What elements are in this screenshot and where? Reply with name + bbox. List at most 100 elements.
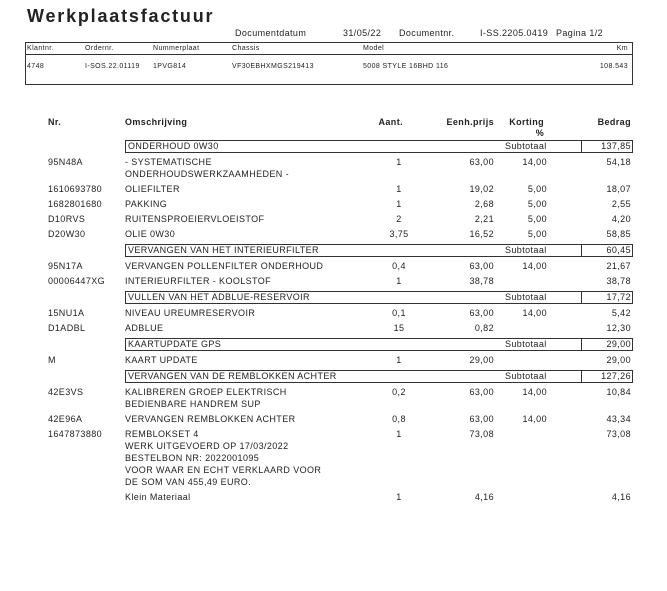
item-price: 63,00	[469, 261, 494, 271]
subtotal-label: Subtotaal	[505, 292, 547, 302]
item-description: INTERIEURFILTER - KOOLSTOF	[125, 276, 272, 286]
info-value: 4748	[27, 63, 45, 70]
info-value: VF30EBHXMGS219413	[232, 63, 314, 70]
subtotal: 17,72	[606, 292, 631, 302]
group-title: KAARTUPDATE GPS	[128, 339, 222, 349]
item-discount: 5,00	[527, 229, 547, 239]
item-amount: 73,08	[606, 429, 631, 439]
item-description: - SYSTEMATISCHE	[125, 157, 212, 167]
item-quantity: 1	[396, 355, 402, 365]
subtotal-label: Subtotaal	[505, 141, 547, 151]
item-discount: 14,00	[522, 308, 547, 318]
item-discount: 5,00	[527, 199, 547, 209]
item-price: 4,16	[474, 492, 494, 502]
item-description: ONDERHOUDSWERKZAAMHEDEN -	[125, 169, 290, 179]
subtotal-label: Subtotaal	[505, 339, 547, 349]
item-number: 1647873880	[48, 429, 103, 439]
item-amount: 4,16	[611, 492, 631, 502]
group-divider	[581, 244, 582, 257]
subtotal-label: Subtotaal	[505, 245, 547, 255]
item-number: 15NU1A	[48, 308, 85, 318]
item-description: NIVEAU UREUMRESERVOIR	[125, 308, 256, 318]
group-box	[125, 338, 633, 351]
item-discount: 14,00	[522, 261, 547, 271]
item-description: BESTELBON NR: 2022001095	[125, 453, 260, 463]
group-title: VULLEN VAN HET ADBLUE-RESERVOIR	[128, 292, 310, 302]
item-amount: 54,18	[606, 157, 631, 167]
item-number: 42E96A	[48, 414, 83, 424]
info-box	[25, 42, 633, 85]
subtotal: 127,26	[601, 371, 631, 381]
date-label: Documentdatum	[235, 28, 307, 38]
item-amount: 38,78	[606, 276, 631, 286]
item-price: 63,00	[469, 387, 494, 397]
item-price: 2,68	[474, 199, 494, 209]
item-discount: 14,00	[522, 414, 547, 424]
item-number: 95N17A	[48, 261, 83, 271]
item-quantity: 0,8	[392, 414, 406, 424]
item-description: RUITENSPROEIERVLOEISTOF	[125, 214, 265, 224]
item-price: 19,02	[469, 184, 494, 194]
item-quantity: 1	[396, 492, 402, 502]
item-amount: 5,42	[611, 308, 631, 318]
item-quantity: 1	[396, 429, 402, 439]
item-quantity: 1	[396, 157, 402, 167]
item-description: PAKKING	[125, 199, 168, 209]
item-description: BEDIENBARE HANDREM SUP	[125, 399, 261, 409]
info-value: 5008 STYLE 16BHD 116	[363, 63, 449, 70]
item-amount: 21,67	[606, 261, 631, 271]
item-quantity: 0,2	[392, 387, 406, 397]
item-quantity: 3,75	[389, 229, 409, 239]
group-divider	[581, 338, 582, 351]
item-discount: 14,00	[522, 157, 547, 167]
subtotal: 29,00	[606, 339, 631, 349]
item-amount: 43,34	[606, 414, 631, 424]
item-discount: 5,00	[527, 184, 547, 194]
item-quantity: 0,4	[392, 261, 406, 271]
group-divider	[581, 291, 582, 304]
item-number: D20W30	[48, 229, 86, 239]
item-price: 73,08	[469, 429, 494, 439]
column-header: Nr.	[48, 117, 62, 127]
item-description: VERVANGEN REMBLOKKEN ACHTER	[125, 414, 296, 424]
item-quantity: 1	[396, 199, 402, 209]
column-unit: %	[535, 128, 545, 138]
item-number: D10RVS	[48, 214, 86, 224]
item-price: 16,52	[469, 229, 494, 239]
item-price: 63,00	[469, 308, 494, 318]
item-description: WERK UITGEVOERD OP 17/03/2022	[125, 441, 289, 451]
group-box	[125, 140, 633, 153]
item-quantity: 0,1	[392, 308, 406, 318]
page-number: Pagina 1/2	[556, 28, 604, 38]
column-header: Aant.	[378, 117, 403, 127]
item-amount: 10,84	[606, 387, 631, 397]
subtotal: 60,45	[606, 245, 631, 255]
group-title: VERVANGEN VAN HET INTERIEURFILTER	[128, 245, 319, 255]
item-quantity: 15	[393, 323, 405, 333]
item-description: VERVANGEN POLLENFILTER ONDERHOUD	[125, 261, 324, 271]
date: 31/05/22	[343, 28, 382, 38]
info-header: Model	[363, 45, 385, 52]
item-price: 63,00	[469, 414, 494, 424]
item-description: OLIE 0W30	[125, 229, 176, 239]
item-amount: 2,55	[611, 199, 631, 209]
item-price: 38,78	[469, 276, 494, 286]
info-divider	[25, 54, 633, 55]
invoice-title: Werkplaatsfactuur	[27, 6, 215, 26]
group-divider	[581, 140, 582, 153]
item-price: 0,82	[474, 323, 494, 333]
item-price: 63,00	[469, 157, 494, 167]
item-amount: 18,07	[606, 184, 631, 194]
column-header: Omschrijving	[125, 117, 188, 127]
info-header: Nummerplaat	[153, 45, 200, 52]
info-value: 108.543	[599, 63, 628, 70]
item-description: KALIBREREN GROEP ELEKTRISCH	[125, 387, 287, 397]
item-amount: 29,00	[606, 355, 631, 365]
item-amount: 12,30	[606, 323, 631, 333]
item-discount: 14,00	[522, 387, 547, 397]
group-title: ONDERHOUD 0W30	[128, 141, 219, 151]
column-header: Bedrag	[597, 117, 631, 127]
info-value: 1PVG814	[153, 63, 187, 70]
group-title: VERVANGEN VAN DE REMBLOKKEN ACHTER	[128, 371, 337, 381]
